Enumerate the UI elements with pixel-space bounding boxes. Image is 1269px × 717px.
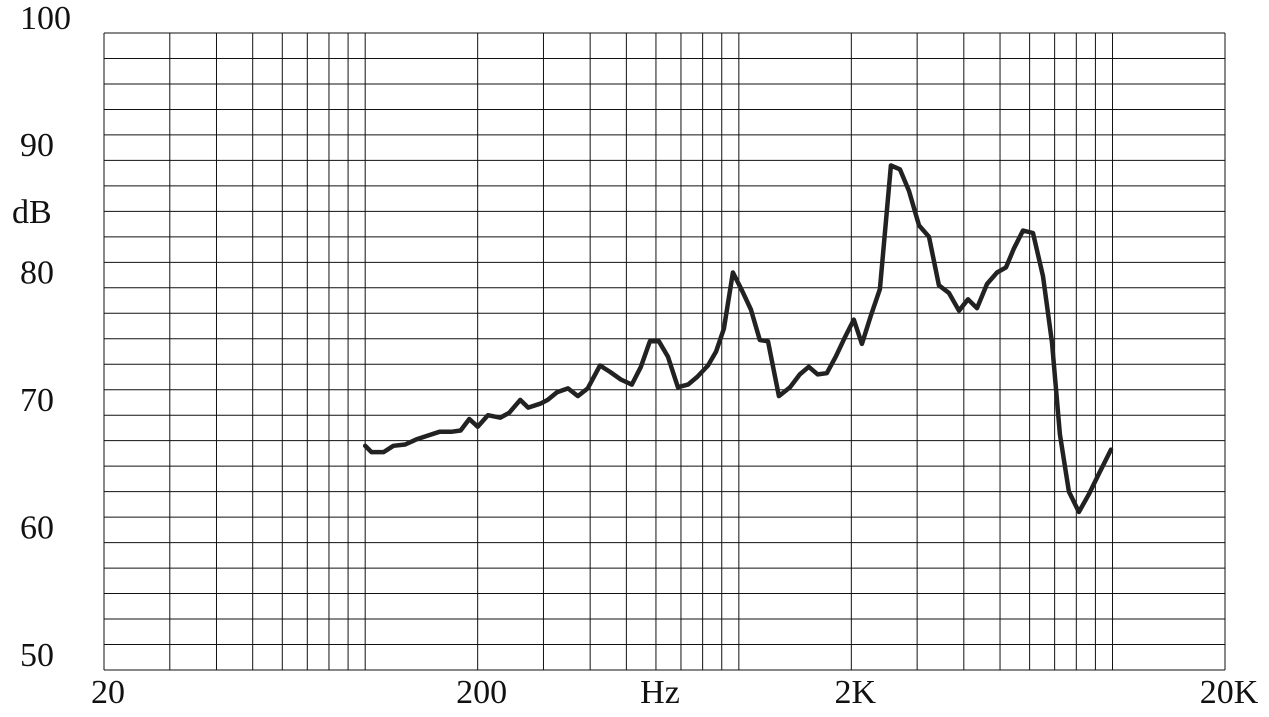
y-tick-label: 90 — [20, 127, 54, 164]
x-tick-label: 2K — [835, 674, 877, 711]
y-tick-label: 100 — [20, 0, 71, 37]
x-tick-label: 20K — [1200, 674, 1259, 711]
y-tick-label: 80 — [20, 255, 54, 292]
x-axis-label: Hz — [640, 674, 680, 711]
y-tick-label: 70 — [20, 382, 54, 419]
response-line — [362, 163, 1114, 515]
y-tick-label: 60 — [20, 509, 54, 546]
y-axis-label: dB — [12, 194, 52, 231]
x-tick-label: 200 — [456, 674, 507, 711]
y-tick-label: 50 — [20, 637, 54, 674]
x-tick-label: 20 — [91, 674, 125, 711]
